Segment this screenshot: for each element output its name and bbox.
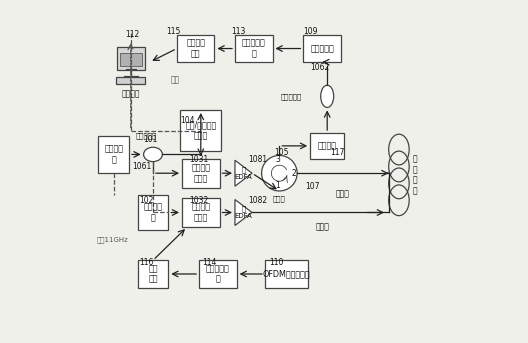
Text: 数模转换模
块: 数模转换模 块 bbox=[206, 264, 230, 284]
Text: 1: 1 bbox=[275, 181, 280, 190]
Text: 主控设备: 主控设备 bbox=[121, 90, 140, 99]
FancyBboxPatch shape bbox=[303, 35, 341, 62]
FancyBboxPatch shape bbox=[177, 35, 214, 62]
Text: 109: 109 bbox=[303, 27, 318, 36]
Text: 单
模
光
纤: 单 模 光 纤 bbox=[412, 155, 417, 195]
Text: 1031: 1031 bbox=[189, 155, 208, 164]
Text: 第二耦合器: 第二耦合器 bbox=[281, 93, 302, 100]
Text: 泵浦光: 泵浦光 bbox=[336, 189, 350, 198]
Text: 112: 112 bbox=[126, 31, 140, 39]
Text: OFDM信号发生器: OFDM信号发生器 bbox=[262, 270, 310, 279]
Text: 第二电光
调制器: 第二电光 调制器 bbox=[191, 164, 210, 183]
Text: 113: 113 bbox=[232, 27, 246, 36]
Text: 116: 116 bbox=[139, 258, 154, 267]
FancyBboxPatch shape bbox=[117, 47, 145, 70]
Text: 探测光: 探测光 bbox=[315, 222, 329, 231]
FancyBboxPatch shape bbox=[138, 260, 168, 288]
Text: 第二电光
调制器: 第二电光 调制器 bbox=[191, 203, 210, 222]
Ellipse shape bbox=[320, 85, 334, 107]
Text: 1082: 1082 bbox=[249, 196, 268, 205]
Text: 101: 101 bbox=[143, 134, 157, 144]
Ellipse shape bbox=[144, 147, 163, 162]
Text: 1032: 1032 bbox=[189, 196, 208, 205]
Text: 107: 107 bbox=[305, 182, 319, 191]
Text: 环形器: 环形器 bbox=[273, 195, 286, 202]
Text: 104: 104 bbox=[180, 116, 195, 125]
Text: 105: 105 bbox=[274, 148, 289, 157]
Text: 第一耦合器: 第一耦合器 bbox=[136, 132, 157, 139]
FancyBboxPatch shape bbox=[138, 196, 168, 229]
FancyBboxPatch shape bbox=[182, 159, 220, 188]
Text: 117: 117 bbox=[331, 148, 345, 157]
FancyBboxPatch shape bbox=[180, 110, 221, 151]
FancyBboxPatch shape bbox=[116, 77, 145, 84]
Text: 频差11GHz: 频差11GHz bbox=[97, 237, 128, 243]
Text: 1081: 1081 bbox=[249, 155, 268, 164]
Text: 114: 114 bbox=[203, 258, 217, 267]
FancyBboxPatch shape bbox=[199, 260, 237, 288]
Text: 同步: 同步 bbox=[171, 75, 180, 84]
Text: 1061: 1061 bbox=[133, 162, 152, 171]
Text: 3: 3 bbox=[275, 155, 280, 164]
Text: 光滤波器: 光滤波器 bbox=[318, 141, 337, 150]
Text: 第二激光
器: 第二激光 器 bbox=[144, 203, 163, 222]
Circle shape bbox=[261, 155, 297, 191]
FancyBboxPatch shape bbox=[310, 133, 344, 159]
Text: 信道估计
模块: 信道估计 模块 bbox=[186, 39, 205, 58]
FancyBboxPatch shape bbox=[265, 260, 307, 288]
FancyBboxPatch shape bbox=[182, 198, 220, 227]
Text: 第一激光
器: 第一激光 器 bbox=[104, 145, 123, 164]
Text: 1062: 1062 bbox=[310, 63, 329, 72]
Polygon shape bbox=[235, 200, 252, 225]
FancyBboxPatch shape bbox=[235, 35, 272, 62]
FancyBboxPatch shape bbox=[120, 53, 142, 66]
FancyBboxPatch shape bbox=[98, 135, 129, 173]
Text: 驱动
模块: 驱动 模块 bbox=[148, 264, 158, 284]
Text: 2: 2 bbox=[291, 169, 296, 178]
Text: 102: 102 bbox=[139, 196, 154, 205]
Text: 模数转换模
块: 模数转换模 块 bbox=[242, 39, 266, 58]
Text: 脉冲/随机序列
发生器: 脉冲/随机序列 发生器 bbox=[185, 121, 216, 140]
Text: 第
EDFA: 第 EDFA bbox=[234, 166, 252, 180]
Text: 115: 115 bbox=[167, 27, 181, 36]
Text: 第
EDFA: 第 EDFA bbox=[234, 206, 252, 219]
Text: 光电检测器: 光电检测器 bbox=[310, 44, 334, 53]
Text: 110: 110 bbox=[269, 258, 284, 267]
Polygon shape bbox=[235, 160, 252, 186]
